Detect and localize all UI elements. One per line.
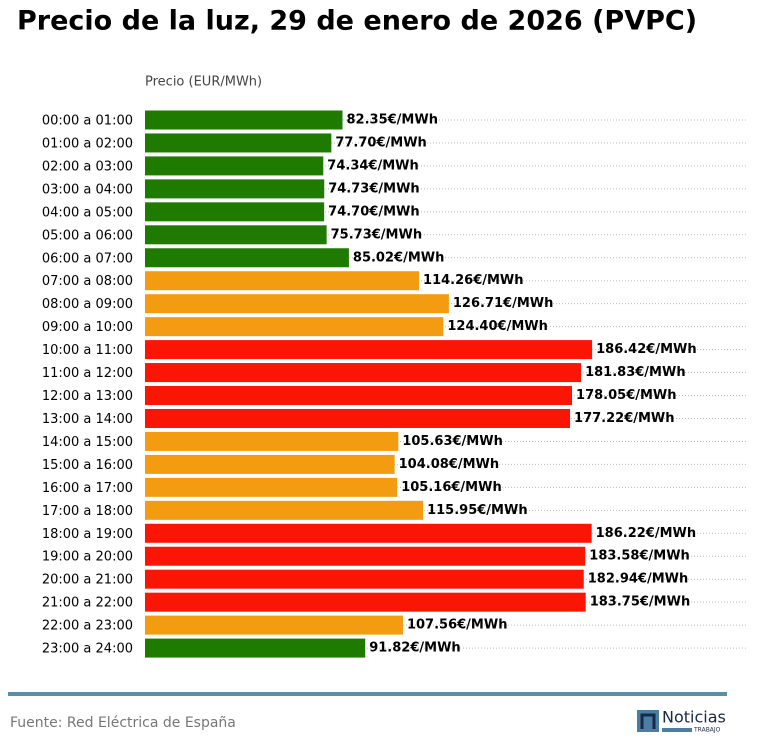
y-tick-label: 02:00 a 03:00: [42, 159, 133, 174]
value-label: 114.26€/MWh: [423, 273, 523, 288]
value-label: 85.02€/MWh: [353, 250, 444, 265]
y-tick-label: 11:00 a 12:00: [42, 366, 133, 381]
bar: [145, 546, 586, 566]
value-label: 74.34€/MWh: [327, 158, 418, 173]
bar: [145, 386, 573, 406]
value-label: 181.83€/MWh: [585, 365, 686, 380]
y-tick-label: 06:00 a 07:00: [42, 251, 133, 266]
bar: [145, 477, 398, 497]
bar: [145, 500, 424, 520]
bar: [145, 523, 592, 543]
value-label: 105.16€/MWh: [401, 480, 502, 495]
y-tick-label: 00:00 a 01:00: [42, 114, 133, 129]
value-label: 126.71€/MWh: [453, 296, 554, 311]
logo-bar: [662, 728, 692, 732]
value-label: 91.82€/MWh: [369, 641, 460, 656]
y-tick-label: 12:00 a 13:00: [42, 389, 133, 404]
source: Fuente: Red Eléctrica de España: [10, 715, 236, 731]
bar: [145, 638, 366, 658]
value-label: 104.08€/MWh: [399, 457, 500, 472]
value-label: 107.56€/MWh: [407, 618, 508, 633]
value-label: 74.70€/MWh: [328, 204, 419, 219]
y-tick-label: 21:00 a 22:00: [42, 596, 133, 611]
bar: [145, 615, 403, 635]
bar: [145, 431, 399, 451]
value-label: 115.95€/MWh: [427, 503, 528, 518]
bar: [145, 156, 324, 176]
y-tick-label: 05:00 a 06:00: [42, 228, 133, 243]
bar: [145, 133, 332, 153]
bar: [145, 271, 420, 291]
value-label: 178.05€/MWh: [576, 388, 677, 403]
y-tick-label: 14:00 a 15:00: [42, 435, 133, 450]
y-tick-label: 04:00 a 05:00: [42, 205, 133, 220]
y-tick-label: 15:00 a 16:00: [42, 458, 133, 473]
bar: [145, 340, 593, 360]
y-tick-label: 17:00 a 18:00: [42, 504, 133, 519]
bar: [145, 454, 395, 474]
logo-icon: [637, 710, 659, 732]
bar: [145, 408, 571, 428]
y-tick-label: 08:00 a 09:00: [42, 297, 133, 312]
logo-glyph: [640, 713, 656, 729]
y-tick-label: 23:00 a 24:00: [42, 642, 133, 657]
y-tick-label: 03:00 a 04:00: [42, 182, 133, 197]
y-tick-label: 01:00 a 02:00: [42, 136, 133, 151]
value-label: 77.70€/MWh: [335, 135, 426, 150]
value-label: 183.58€/MWh: [589, 549, 690, 564]
bar: [145, 110, 343, 130]
value-label: 186.22€/MWh: [596, 526, 697, 541]
y-tick-label: 20:00 a 21:00: [42, 573, 133, 588]
y-tick-label: 10:00 a 11:00: [42, 343, 133, 358]
value-label: 182.94€/MWh: [588, 572, 689, 587]
value-label: 183.75€/MWh: [590, 595, 691, 610]
value-label: 75.73€/MWh: [331, 227, 422, 242]
value-label: 177.22€/MWh: [574, 411, 675, 426]
chart-title: Precio de la luz, 29 de enero de 2026 (P…: [17, 6, 697, 37]
value-label: 82.35€/MWh: [347, 113, 438, 128]
value-label: 186.42€/MWh: [596, 342, 697, 357]
bar: [145, 179, 325, 199]
y-tick-label: 22:00 a 23:00: [42, 619, 133, 634]
bar: [145, 248, 349, 268]
bar: [145, 294, 449, 314]
logo-subtitle: TRABAJO: [693, 727, 721, 734]
y-tick-label: 09:00 a 10:00: [42, 320, 133, 335]
axis-label: Precio (EUR/MWh): [145, 75, 262, 90]
bar: [145, 225, 327, 245]
y-tick-label: 16:00 a 17:00: [42, 481, 133, 496]
y-tick-label: 13:00 a 14:00: [42, 412, 133, 427]
bar: [145, 569, 584, 589]
bar: [145, 202, 325, 222]
plot: 00:00 a 01:00 82.35€/MWh 01:00 a 02:00 77.7…: [42, 110, 747, 658]
bar: [145, 592, 586, 612]
value-label: 124.40€/MWh: [447, 319, 548, 334]
y-tick-label: 07:00 a 08:00: [42, 274, 133, 289]
y-tick-label: 19:00 a 20:00: [42, 550, 133, 565]
bar: [145, 363, 582, 383]
value-label: 74.73€/MWh: [328, 181, 419, 196]
bar: [145, 317, 444, 337]
y-tick-label: 18:00 a 19:00: [42, 527, 133, 542]
logo-name: Noticias: [662, 708, 726, 727]
value-label: 105.63€/MWh: [402, 434, 503, 449]
